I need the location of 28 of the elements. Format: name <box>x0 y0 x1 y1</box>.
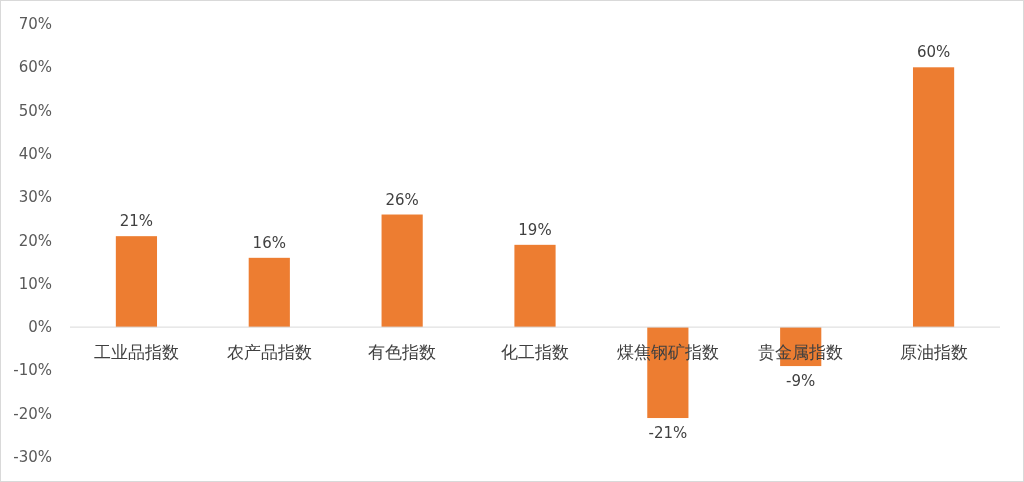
y-tick-label: 70% <box>18 15 52 33</box>
y-tick-label: 20% <box>18 231 52 250</box>
data-label: 21% <box>119 212 154 231</box>
data-label: 60% <box>916 43 951 62</box>
y-tick-label: 0% <box>28 318 52 337</box>
data-label: 26% <box>385 190 419 209</box>
y-tick-label: -20% <box>13 404 52 423</box>
x-tick-label: 化工指数 <box>501 342 569 363</box>
x-tick-label: 有色指数 <box>368 342 437 363</box>
bar <box>514 244 556 328</box>
y-tick-label: -30% <box>13 448 52 466</box>
y-tick-label: 40% <box>18 144 52 163</box>
bar <box>381 214 423 328</box>
y-tick-label: 60% <box>18 58 52 77</box>
x-tick-label: 农产品指数 <box>226 342 312 363</box>
x-tick-label: 工业品指数 <box>93 342 179 363</box>
y-tick-label: -10% <box>13 361 52 380</box>
bar <box>248 257 290 328</box>
y-tick-label: 30% <box>18 188 52 207</box>
bar <box>912 67 955 328</box>
y-tick-label: 10% <box>18 274 52 293</box>
data-label: -9% <box>786 372 816 391</box>
data-label: 19% <box>518 220 552 239</box>
data-label: 16% <box>252 233 286 252</box>
data-label: -21% <box>648 424 688 443</box>
y-tick-label: 50% <box>18 101 52 120</box>
bar <box>115 236 158 328</box>
x-tick-label: 原油指数 <box>899 342 968 363</box>
